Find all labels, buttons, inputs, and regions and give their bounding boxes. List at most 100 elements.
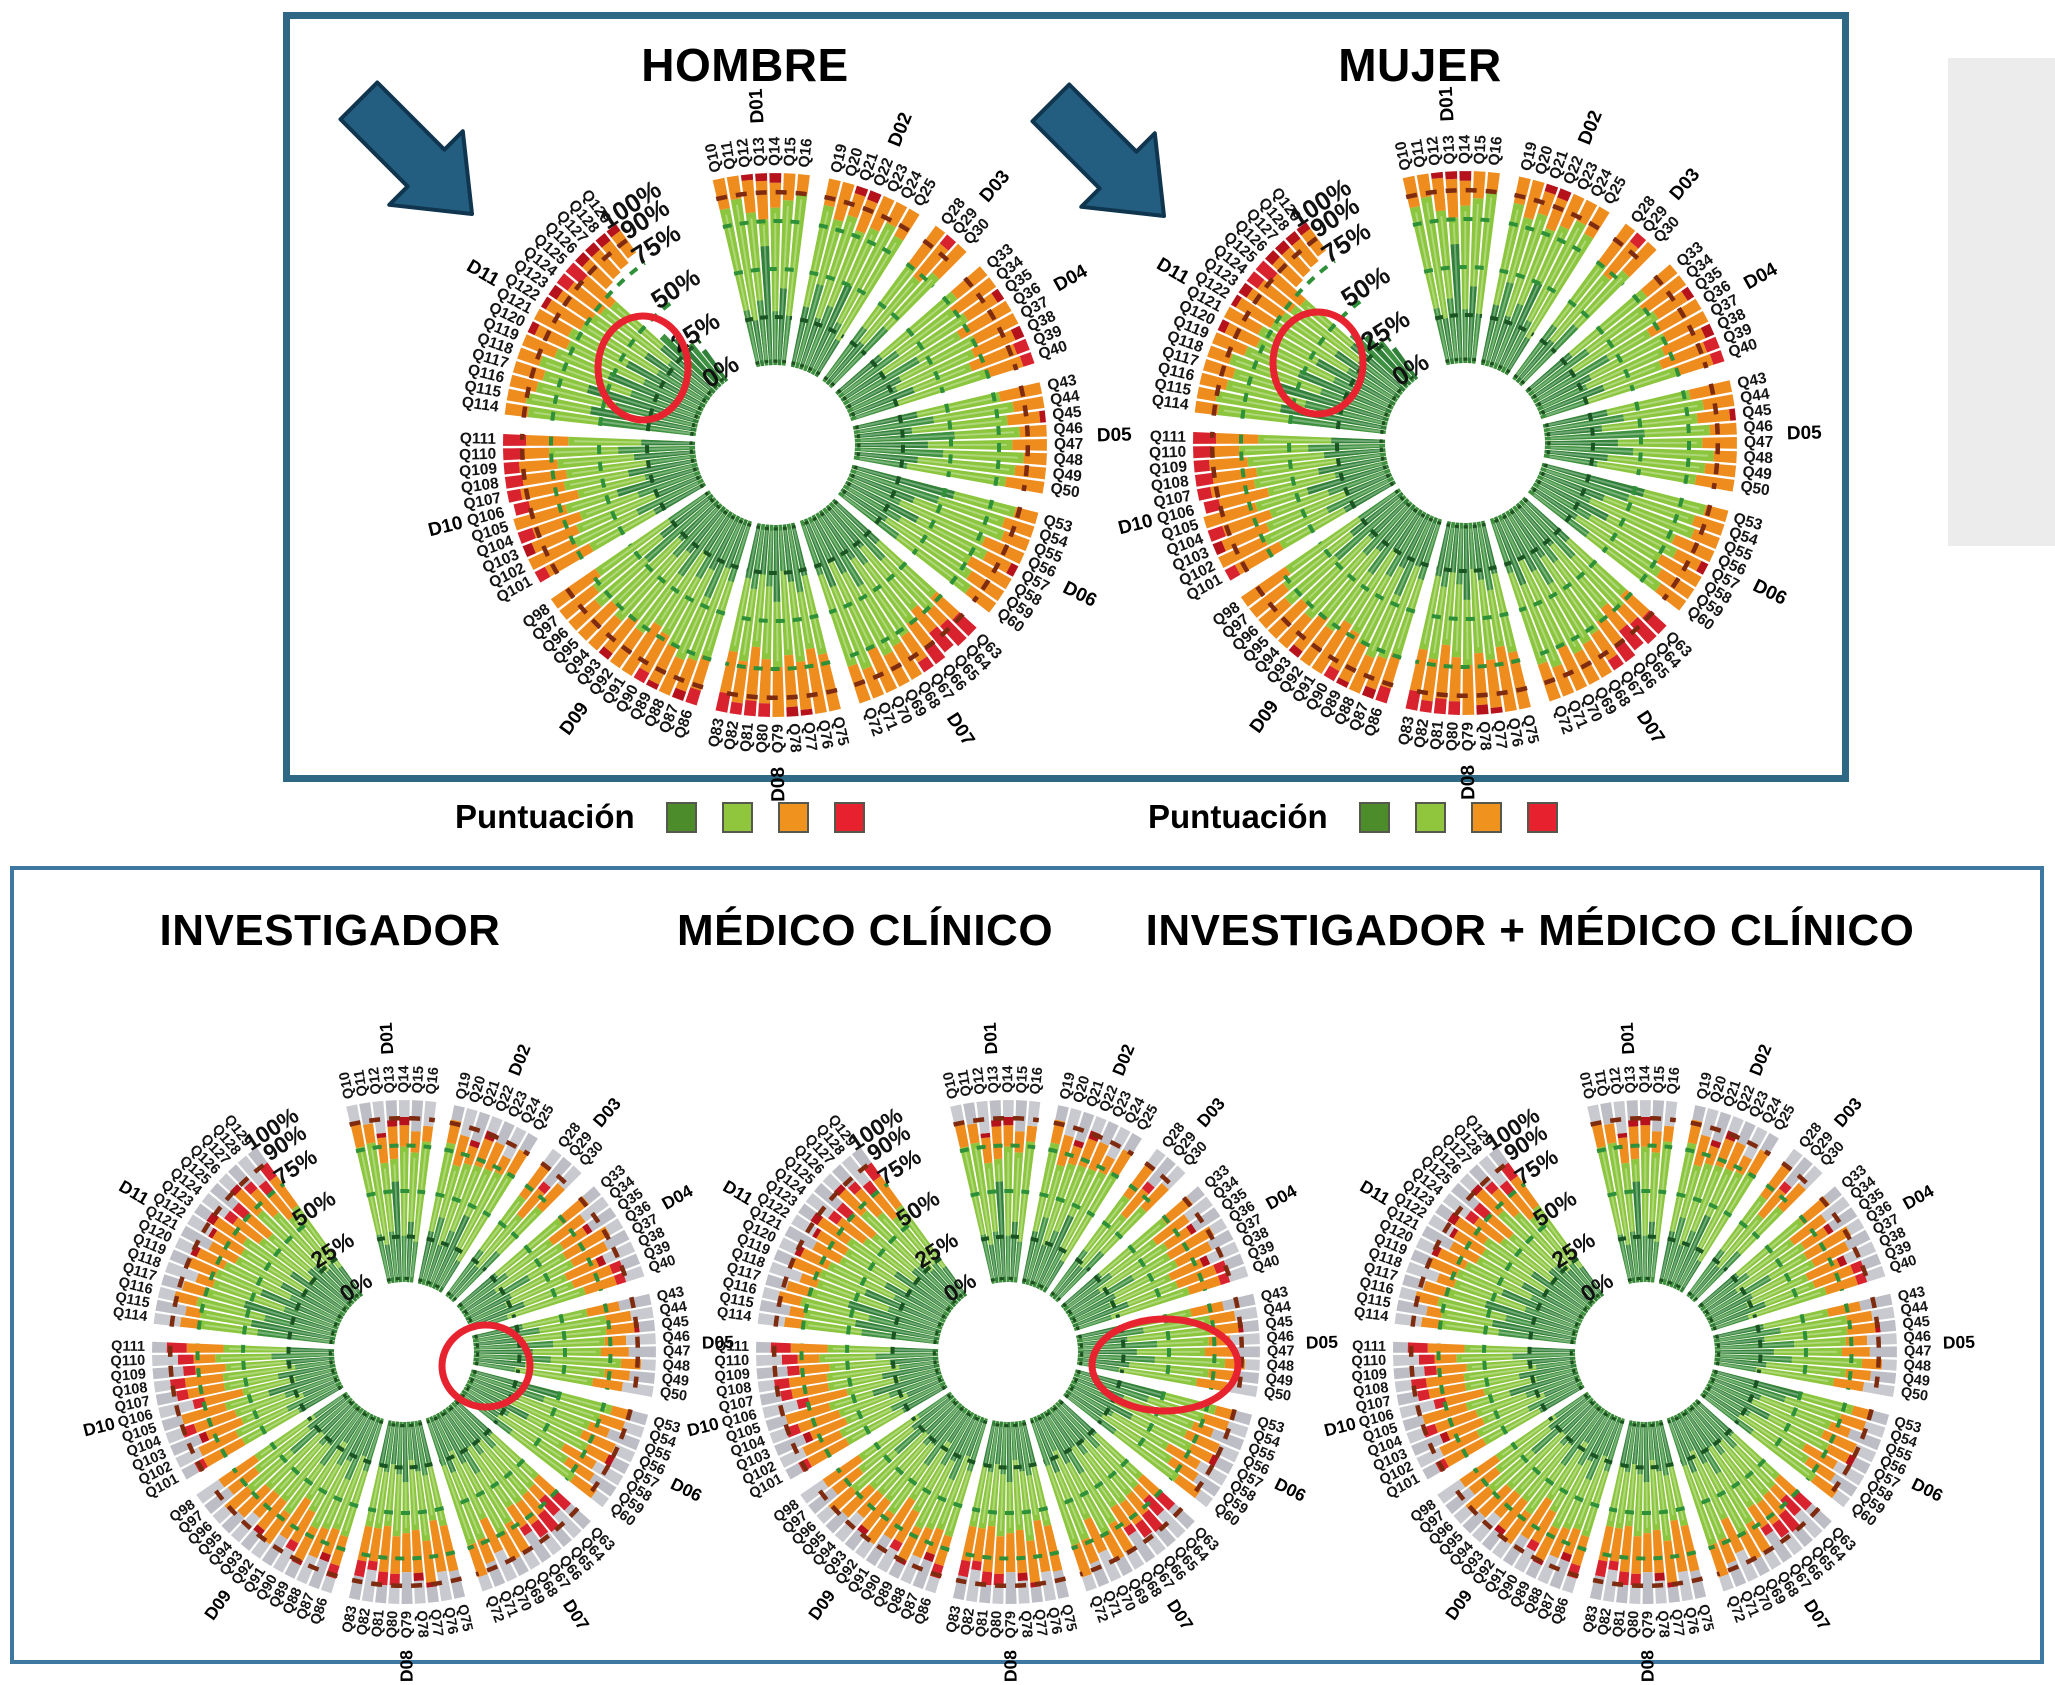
domain-label-D10: D10 [426,512,465,541]
bar [1067,1218,1228,1318]
q-label: Q48 [662,1357,690,1374]
q-label: Q110 [1351,1353,1386,1370]
q-label: Q11 [718,140,739,171]
domain-label-D06: D06 [1749,575,1790,609]
q-label: Q76 [1044,1606,1064,1636]
bar [152,1341,335,1353]
bar [740,173,769,366]
bar [1005,1422,1017,1604]
bar [320,1418,384,1594]
domain-label-D11: D11 [116,1176,153,1209]
bar [1430,171,1459,364]
domain-label-D06: D06 [1908,1473,1946,1505]
bar [504,454,696,489]
bar [1405,521,1451,711]
bar [472,1306,654,1343]
domain-label-D03: D03 [976,166,1015,206]
bar [1021,1105,1069,1285]
bar [1285,231,1415,383]
q-label: Q75 [1519,713,1542,746]
bar [1072,1253,1245,1328]
q-label: Q50 [1263,1385,1293,1405]
q-label: Q114 [112,1305,149,1326]
bar [308,1416,381,1590]
bar [1010,1100,1028,1283]
bar [1073,1265,1249,1331]
bar [1489,183,1559,368]
bar [346,1104,391,1284]
bar [161,1274,338,1334]
q-label: Q80 [754,723,772,753]
domain-label-D08: D08 [396,1650,416,1683]
bar [361,1421,396,1603]
bar [438,1132,538,1293]
bar [161,1371,338,1432]
bar [418,1419,466,1599]
q-label: Q12 [734,138,754,169]
q-label: Q82 [1411,718,1432,749]
q-label: Q16 [1486,135,1506,166]
bar [165,1261,339,1330]
chart-mujer: Q10Q11Q12Q13Q14Q15Q16D01Q19Q20Q21Q22Q23Q… [1030,82,1822,800]
q-label: Q107 [1152,488,1192,512]
q-label: Q79 [399,1611,415,1639]
bar [398,1100,410,1282]
bar [1049,1148,1166,1298]
q-label: Q20 [1070,1074,1093,1105]
q-label: Q109 [1149,458,1189,478]
bar [743,524,770,717]
bar [992,1421,1007,1604]
q-label: Q13 [985,1066,1002,1094]
legend-label: Puntuación [1148,798,1328,835]
bar [877,1411,975,1573]
domain-label-D07: D07 [1632,707,1669,748]
bar [1518,241,1657,387]
legend-swatches [1358,801,1558,833]
bar [1022,1419,1070,1599]
domain-label-D05: D05 [1097,424,1133,446]
bar [855,439,1047,451]
chart-title-mujer: MUJER [1338,39,1502,91]
q-label: Q111 [111,1338,145,1355]
q-label: Q15 [1471,134,1490,165]
bar [1493,188,1572,370]
bar [284,1413,374,1579]
q-label: Q47 [1054,436,1083,453]
bar [1493,516,1575,697]
bar [459,1196,609,1312]
question-labels-D11: Q114Q115Q116Q117Q118Q119Q120Q121Q122Q123… [112,1112,255,1325]
bar [1069,1383,1234,1475]
q-label: Q107 [113,1393,151,1415]
highlight-circle-mujer [1269,308,1367,418]
q-label: Q44 [1739,386,1771,407]
bar [1481,520,1531,710]
q-label: Q109 [459,460,499,480]
bar [414,1420,453,1602]
q-label: Q44 [1049,388,1081,409]
bar [828,243,967,389]
q-label: Q14 [1000,1066,1016,1093]
bar [1538,336,1720,415]
domain-label-D02: D02 [1745,1041,1776,1078]
bar [825,504,954,653]
bar [155,1363,336,1406]
q-label: Q50 [1900,1385,1930,1405]
domain-label-D09: D09 [1246,697,1284,738]
q-label: Q78 [1475,721,1494,752]
q-label: Q44 [1263,1299,1293,1319]
bar [1538,471,1720,550]
q-label: Q19 [828,142,851,175]
bar [468,1253,641,1328]
bar [439,1410,541,1570]
q-label: Q45 [1741,401,1772,421]
domain-label-D01: D01 [376,1022,398,1055]
bar [989,1100,1006,1283]
bar [979,1421,1003,1604]
